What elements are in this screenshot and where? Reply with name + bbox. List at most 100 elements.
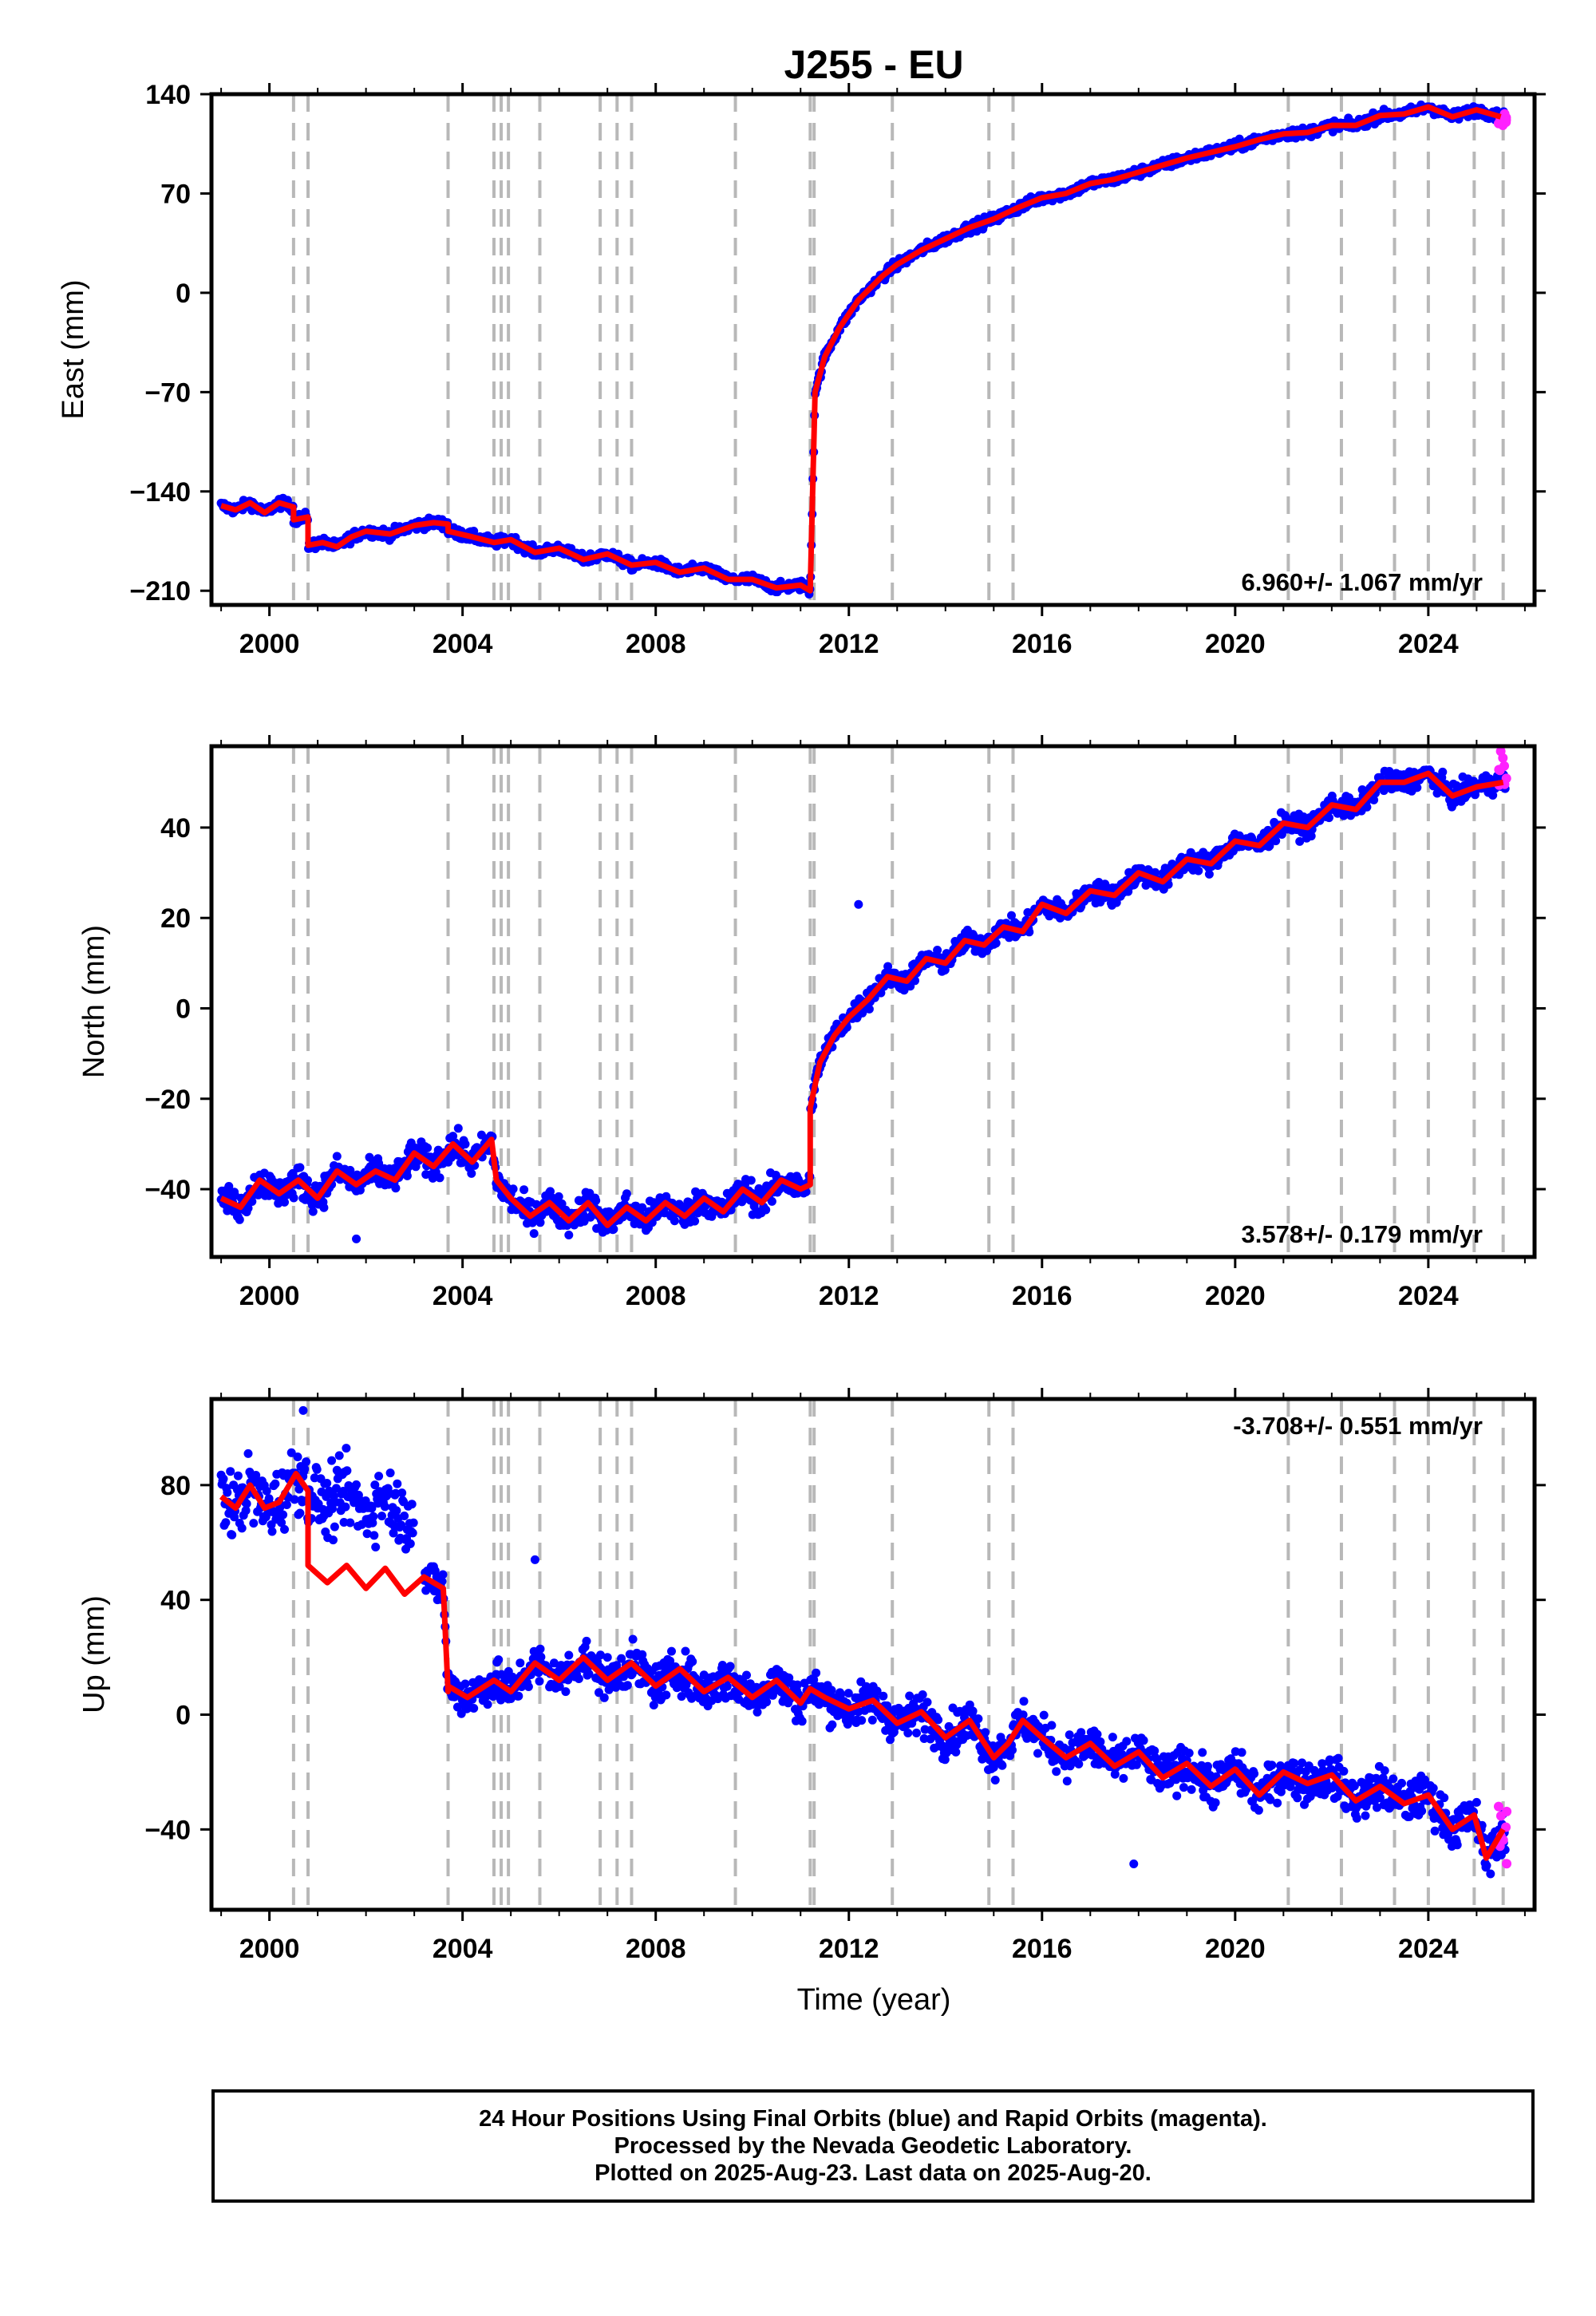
x-tick-label: 2016: [1012, 1281, 1073, 1311]
final-orbit-point: [1172, 1791, 1182, 1800]
x-tick-label: 2008: [626, 1281, 686, 1311]
velocity-label: 3.578+/- 0.179 mm/yr: [1242, 1220, 1483, 1248]
final-orbit-point: [469, 1704, 479, 1713]
final-orbit-point: [332, 1152, 342, 1161]
final-orbit-point: [535, 1218, 545, 1227]
final-orbit-point: [371, 1543, 381, 1551]
y-tick-label: 140: [145, 80, 191, 110]
final-orbit-point: [514, 1691, 523, 1701]
final-orbit-point: [725, 1662, 735, 1671]
final-orbit-point: [224, 1182, 234, 1191]
x-tick-label: 2008: [626, 629, 686, 659]
final-orbit-point: [535, 1677, 544, 1686]
final-orbit-point: [1139, 1736, 1148, 1745]
final-orbit-point: [681, 1646, 690, 1656]
final-orbit-point: [460, 1140, 470, 1149]
final-orbit-point: [438, 1570, 448, 1579]
final-orbit-point: [1293, 1793, 1302, 1803]
final-orbit-point: [867, 1715, 877, 1725]
final-orbit-point: [494, 1655, 504, 1665]
final-orbit-point: [1019, 1697, 1029, 1706]
final-orbit-point: [609, 1224, 618, 1234]
final-orbit-point: [879, 1691, 888, 1701]
final-orbit-point: [1047, 1721, 1057, 1730]
final-orbit-point: [761, 1205, 771, 1215]
y-axis-label: North (mm): [77, 925, 111, 1078]
final-orbit-point: [385, 1468, 395, 1478]
panel-east: 2000 2004 2008 2012 2016 2020 2024−210−140−700…: [57, 80, 1546, 659]
final-orbit-point: [1039, 1710, 1049, 1720]
final-orbit-point: [628, 1634, 638, 1644]
final-orbit-point: [346, 1518, 355, 1528]
final-orbit-point: [392, 1506, 401, 1516]
final-orbit-point: [1438, 767, 1448, 777]
final-orbit-point: [508, 1184, 518, 1194]
rapid-orbit-point: [1501, 117, 1511, 128]
rapid-orbit-point: [1499, 761, 1510, 771]
final-orbit-point: [271, 1479, 280, 1488]
final-orbit-point: [561, 1687, 571, 1697]
final-orbit-point: [905, 1691, 915, 1701]
rapid-orbit-point: [1493, 118, 1503, 128]
final-orbit-point: [670, 1216, 679, 1226]
final-orbit-point: [1108, 1733, 1117, 1742]
final-orbit-point: [352, 1480, 361, 1489]
final-orbit-point: [1074, 1759, 1084, 1769]
final-orbit-point: [622, 1681, 632, 1690]
outlier-point: [854, 899, 863, 909]
final-orbit-point: [341, 1502, 350, 1512]
final-orbit-point: [1250, 1769, 1259, 1778]
final-orbit-point: [227, 1530, 237, 1539]
final-orbit-point: [1062, 1777, 1072, 1786]
final-orbit-point: [407, 1500, 417, 1509]
final-orbit-point: [1254, 1805, 1263, 1815]
final-orbit-point: [1179, 1783, 1188, 1792]
final-orbit-point: [448, 1132, 458, 1141]
x-tick-label: 2000: [239, 1281, 300, 1311]
final-orbit-point: [391, 1184, 401, 1193]
y-tick-label: −40: [144, 1175, 191, 1205]
x-tick-label: 2004: [433, 629, 493, 659]
final-orbit-point: [1290, 1759, 1299, 1768]
final-orbit-point: [467, 1168, 476, 1178]
final-orbit-point: [319, 1203, 329, 1212]
final-orbit-point: [327, 1456, 337, 1465]
rapid-orbit-point: [1498, 753, 1508, 763]
final-orbit-point: [460, 1679, 470, 1689]
final-orbit-point: [1211, 1798, 1220, 1808]
chart-title: J255 - EU: [784, 42, 963, 87]
final-orbit-point: [1325, 813, 1333, 823]
final-orbit-point: [857, 1716, 867, 1725]
final-orbit-point: [746, 1176, 756, 1185]
y-tick-label: −20: [144, 1085, 191, 1115]
final-orbit-point: [523, 1682, 533, 1691]
final-orbit-point: [453, 1124, 463, 1133]
x-tick-label: 2024: [1398, 629, 1459, 659]
final-orbit-point: [1008, 1745, 1017, 1755]
final-orbit-point: [402, 1171, 412, 1180]
final-orbit-point: [579, 1216, 589, 1226]
final-orbit-point: [295, 1163, 305, 1172]
final-orbit-point: [1267, 1761, 1277, 1770]
final-orbit-point: [968, 1706, 978, 1716]
x-tick-label: 2016: [1012, 629, 1073, 659]
final-orbit-point: [369, 1512, 378, 1521]
final-orbit-point: [638, 1203, 647, 1212]
final-orbit-point: [722, 1682, 732, 1691]
final-orbit-point: [295, 1508, 305, 1518]
final-orbit-point: [1052, 1767, 1061, 1777]
final-orbit-point: [262, 1486, 271, 1496]
final-orbit-point: [377, 1512, 386, 1521]
final-orbit-point: [903, 1729, 913, 1737]
final-orbit-point: [690, 1216, 700, 1226]
final-orbit-point: [483, 1700, 492, 1709]
final-orbit-point: [1273, 1798, 1282, 1808]
x-tick-label: 2020: [1205, 629, 1266, 659]
final-orbit-point: [574, 1674, 583, 1683]
final-orbit-point: [393, 1479, 402, 1488]
final-orbit-point: [599, 1693, 609, 1702]
x-tick-label: 2000: [239, 629, 300, 659]
final-orbit-point: [1184, 1749, 1194, 1758]
model-line: [220, 104, 1502, 594]
